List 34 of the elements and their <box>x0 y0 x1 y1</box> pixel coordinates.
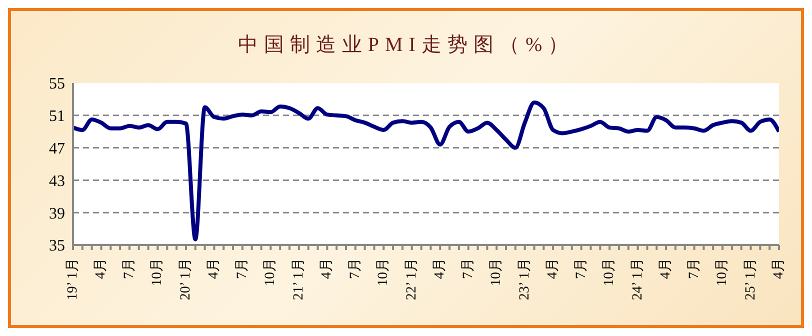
x-tick-label: 23’ 1月 <box>517 258 532 300</box>
x-tick-label: 10月 <box>376 258 392 286</box>
x-tick-label: 4月 <box>772 258 786 279</box>
y-tick-label: 51 <box>49 108 65 126</box>
line-series <box>73 100 779 242</box>
x-tick-label: 20’ 1月 <box>178 258 194 300</box>
x-tick-label: 4月 <box>206 258 222 279</box>
x-tick-label: 7月 <box>460 258 476 279</box>
x-tick-label: 7月 <box>234 258 250 279</box>
x-tick-label: 7月 <box>686 258 702 279</box>
x-tick-label: 7月 <box>348 258 363 279</box>
x-tick-label: 10月 <box>715 258 730 286</box>
x-tick-label: 7月 <box>122 258 137 279</box>
x-tick-label: 4月 <box>658 258 674 279</box>
x-tick-label: 4月 <box>432 258 448 279</box>
y-tick-label: 47 <box>49 140 65 158</box>
x-tick-label: 25’ 1月 <box>743 258 758 300</box>
y-tick-label: 35 <box>49 238 65 255</box>
chart-title: 中国制造业PMI走势图（%） <box>236 33 576 58</box>
x-tick-label: 10月 <box>602 258 618 286</box>
x-tick-label: 4月 <box>94 258 109 279</box>
x-tick-label: 10月 <box>263 258 278 286</box>
x-tick-label: 10月 <box>489 258 504 286</box>
x-tick-label: 19’ 1月 <box>66 258 80 300</box>
x-tick-label: 10月 <box>150 258 166 286</box>
x-tick-label: 4月 <box>320 258 335 279</box>
x-tick-label: 7月 <box>574 258 589 279</box>
x-tick-label: 4月 <box>546 258 561 279</box>
x-tick-label: 21’ 1月 <box>291 258 306 300</box>
x-tick-label: 24’ 1月 <box>630 258 646 300</box>
x-tick-label: 22’ 1月 <box>404 258 420 300</box>
y-tick-label: 39 <box>49 205 65 222</box>
y-tick-label: 55 <box>49 76 65 93</box>
y-tick-label: 43 <box>49 172 65 190</box>
